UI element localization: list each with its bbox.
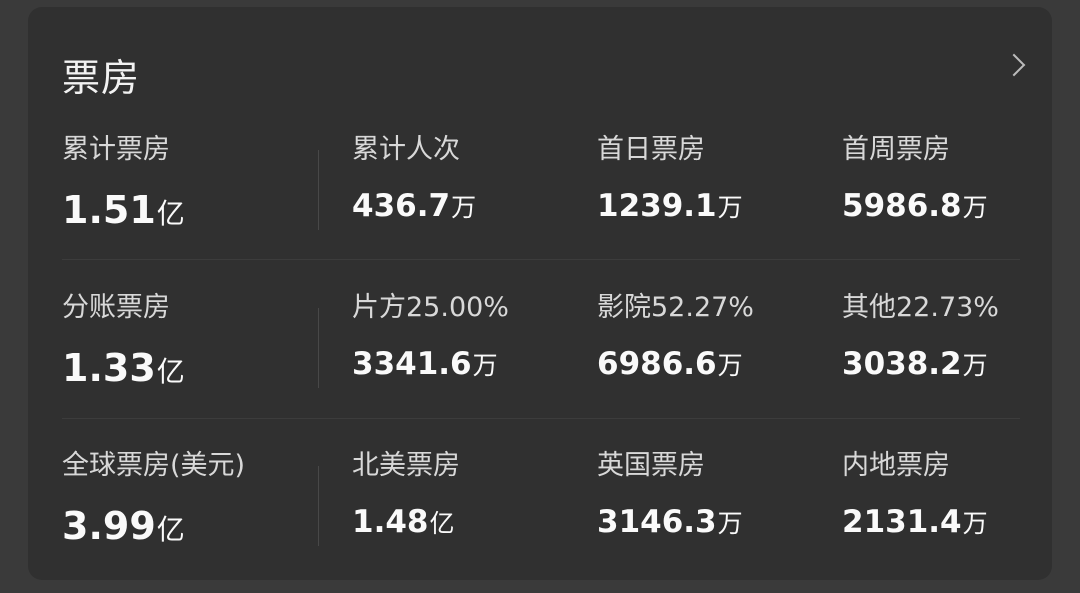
stat-unit: 万 [451, 193, 477, 222]
stat-item: 片方25.00% 3341.6万 [352, 288, 509, 382]
stat-unit: 亿 [156, 197, 185, 230]
chevron-right-icon[interactable] [1002, 53, 1026, 77]
column-divider [318, 150, 319, 230]
stat-unit: 万 [717, 351, 743, 380]
stat-value: 5986.8万 [842, 188, 988, 224]
stat-value: 1.48亿 [352, 504, 460, 540]
stat-label: 分账票房 [62, 292, 170, 323]
row-divider [62, 418, 1020, 419]
stat-value: 3341.6万 [352, 346, 509, 382]
stat-number: 436.7 [352, 188, 451, 224]
stat-unit: 万 [717, 509, 743, 538]
stat-number: 1.48 [352, 504, 429, 540]
stats-row: 累计票房 1.51亿 累计人次 436.7万 首日票房 1239.1万 首周票房 5986.8… [28, 130, 1052, 240]
stat-label: 影院52.27% [597, 292, 754, 323]
stat-unit: 亿 [156, 355, 185, 388]
stat-value: 3146.3万 [597, 504, 743, 540]
stat-value: 6986.6万 [597, 346, 754, 382]
stat-label: 北美票房 [352, 450, 460, 481]
stat-label: 累计人次 [352, 134, 460, 165]
stats-row: 分账票房 1.33亿 片方25.00% 3341.6万 影院52.27% 6986.6万其… [28, 288, 1052, 398]
stat-item: 影院52.27% 6986.6万 [597, 288, 754, 382]
row-divider [62, 259, 1020, 260]
stat-number: 3.99 [62, 504, 156, 548]
stat-number: 1.51 [62, 188, 156, 232]
stat-item: 其他22.73% 3038.2万 [842, 288, 999, 382]
stat-number: 3038.2 [842, 346, 962, 382]
stat-label: 其他22.73% [842, 292, 999, 323]
stat-label: 英国票房 [597, 450, 705, 481]
stat-label: 首周票房 [842, 134, 950, 165]
stat-item: 北美票房 1.48亿 [352, 446, 460, 540]
stat-value: 1.51亿 [62, 188, 185, 232]
stat-label: 首日票房 [597, 134, 705, 165]
stat-label: 累计票房 [62, 134, 170, 165]
stat-value: 3.99亿 [62, 504, 245, 548]
stat-value: 1.33亿 [62, 346, 185, 390]
stat-number: 1239.1 [597, 188, 717, 224]
stat-unit: 亿 [429, 509, 455, 538]
primary-stat: 全球票房(美元) 3.99亿 [62, 446, 245, 548]
column-divider [318, 466, 319, 546]
stat-unit: 万 [962, 509, 988, 538]
stat-unit: 万 [717, 193, 743, 222]
stat-item: 英国票房 3146.3万 [597, 446, 743, 540]
stat-value: 2131.4万 [842, 504, 988, 540]
stat-value: 436.7万 [352, 188, 476, 224]
stat-label: 全球票房(美元) [62, 450, 246, 481]
stat-item: 内地票房 2131.4万 [842, 446, 988, 540]
stat-number: 1.33 [62, 346, 156, 390]
stat-item: 首日票房 1239.1万 [597, 130, 743, 224]
stat-unit: 万 [962, 193, 988, 222]
card-title: 票房 [62, 56, 141, 100]
stat-item: 累计人次 436.7万 [352, 130, 476, 224]
stat-number: 2131.4 [842, 504, 962, 540]
stats-row: 全球票房(美元) 3.99亿 北美票房 1.48亿 英国票房 3146.3万 内地票房 213… [28, 446, 1052, 556]
column-divider [318, 308, 319, 388]
stat-unit: 万 [962, 351, 988, 380]
stat-unit: 亿 [156, 513, 185, 546]
box-office-card[interactable]: 票房 累计票房 1.51亿 累计人次 436.7万 首日票房 1239.1万 首周票房 598… [28, 7, 1052, 580]
stat-number: 6986.6 [597, 346, 717, 382]
stat-number: 3341.6 [352, 346, 472, 382]
stat-number: 3146.3 [597, 504, 717, 540]
primary-stat: 分账票房 1.33亿 [62, 288, 185, 390]
stat-label: 片方25.00% [352, 292, 509, 323]
stat-unit: 万 [472, 351, 498, 380]
stat-value: 1239.1万 [597, 188, 743, 224]
primary-stat: 累计票房 1.51亿 [62, 130, 185, 232]
stat-value: 3038.2万 [842, 346, 999, 382]
stat-label: 内地票房 [842, 450, 950, 481]
stat-number: 5986.8 [842, 188, 962, 224]
stat-item: 首周票房 5986.8万 [842, 130, 988, 224]
